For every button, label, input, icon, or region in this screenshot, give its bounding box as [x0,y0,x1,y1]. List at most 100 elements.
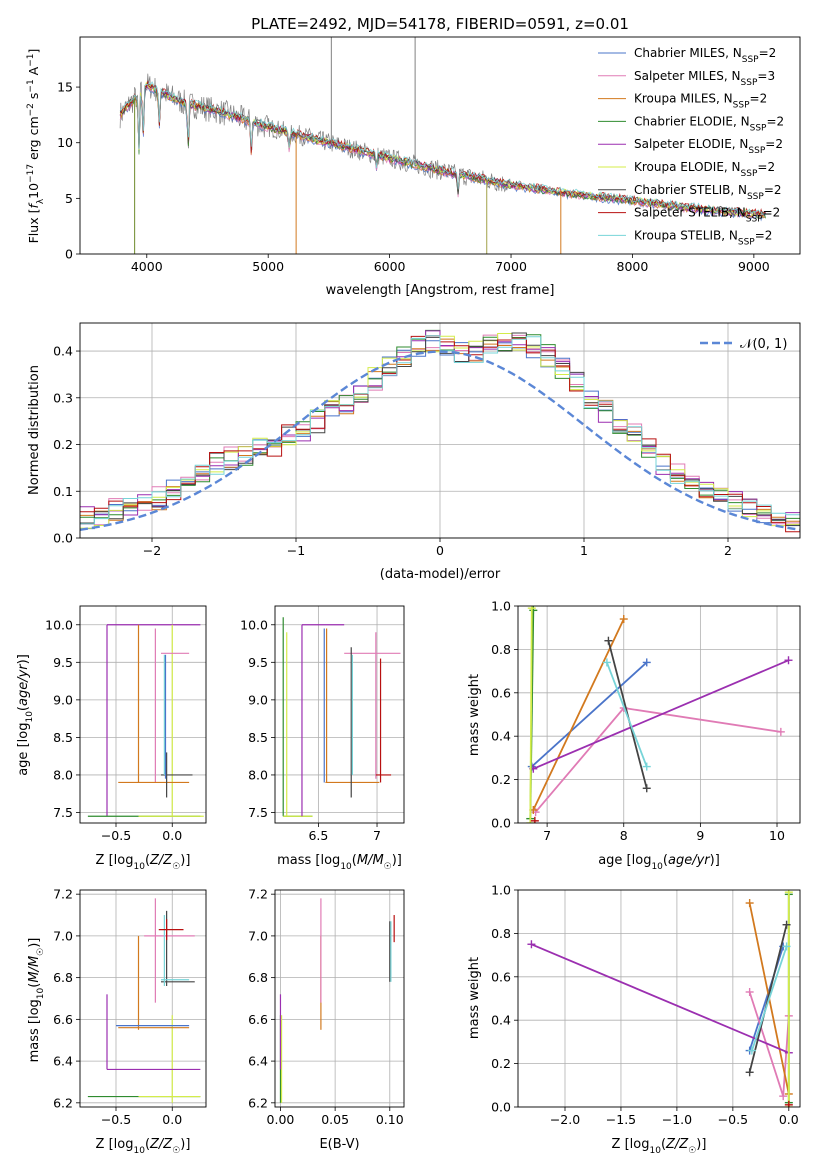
y-tick-label: 5 [65,191,73,206]
label-part: age [log [16,723,31,776]
label-part: Kroupa MILES, N [634,92,733,106]
plot-area [80,890,206,1107]
y-tick-label: 10 [57,135,73,150]
mass-vs-ebv-axes: 0.00 0.05 0.10 6.2 6.4 6.6 6.8 7.0 7.2 [248,887,405,1127]
x-tick-label: −2 [143,543,161,558]
y-axis-label: mass weight [467,957,482,1039]
y-tick-label: 6.6 [248,1012,268,1027]
label-part: Flux [ [26,209,41,244]
y-tick-label: 0.6 [491,969,511,984]
age-vs-Z-axes: −0.5 0.0 7.5 8.0 8.5 9.0 9.5 10.0 [45,605,207,843]
label-part: =2 [755,228,773,242]
axes-frame [79,889,207,1108]
weight-line [529,608,533,823]
label-part: )] [180,853,190,868]
label-part: age/yr [668,853,711,868]
label-part: )] [392,853,402,868]
label-part: SSP [741,169,758,179]
y-tick-label: 10.0 [240,617,268,632]
x-tick-label: 2 [724,543,732,558]
x-axis-label: E(B-V) [319,1137,359,1152]
x-tick-label: 7 [373,828,381,843]
x-tick-label: −2.0 [550,1112,580,1127]
x-tick-label: −1.0 [662,1112,692,1127]
y-tick-label: 0.8 [491,642,511,657]
y-tick-label: 0.4 [53,344,73,359]
label-part: )] [696,1137,706,1152]
label-part: SSP [746,215,763,225]
y-tick-label: 7.2 [53,887,73,902]
weight-vs-age-axes: 7 8 9 10 0.0 0.2 0.4 0.6 0.8 1.0 [491,599,801,843]
y-tick-label: 6.4 [53,1054,73,1069]
label-part: E(B-V) [319,1137,359,1152]
x-axis-label: wavelength [Angstrom, rest frame] [326,283,555,298]
legend-entry: Salpeter STELIB, NSSP=2 [634,206,780,225]
y-tick-label: 0.0 [491,1100,511,1115]
weight-line [532,659,789,770]
label-part: λ [36,198,46,204]
label-part: SSP [742,55,759,65]
plot-area [80,323,800,538]
y-tick-label: 0.2 [491,772,511,787]
label-part: Chabrier ELODIE, N [634,114,750,128]
y-tick-label: 10.0 [45,617,73,632]
label-part: ☉ [172,1146,180,1156]
x-axis-label: Z [log10(Z/Z☉)] [96,1137,191,1156]
y-tick-label: 0.2 [491,1056,511,1071]
label-part: mass [log [27,999,42,1062]
x-axis-label: (data-model)/error [380,567,501,582]
y-tick-label: 0.4 [491,1013,511,1028]
x-axis-label: Z [log10(Z/Z☉)] [96,853,191,872]
label-part: 10 [25,711,35,723]
x-tick-label: 1 [580,543,588,558]
y-tick-label: 8.0 [53,767,73,782]
y-axis-label: Normed distribution [27,365,42,495]
axes-frame [79,322,801,539]
y-tick-label: 7.5 [53,805,73,820]
weight-line [532,618,625,811]
label-part: −2 [26,103,36,116]
age-vs-mass-axes: 6.5 7 7.5 8.0 8.5 9.0 9.5 10.0 [240,605,405,843]
label-part: M/M [27,956,42,983]
weight-line [748,924,788,1073]
x-tick-label: 0.0 [162,828,182,843]
label-part: =2 [750,92,768,106]
y-tick-label: 7.0 [248,928,268,943]
plot-area [119,37,766,254]
label-part: SSP [738,237,755,247]
plot-area [275,890,404,1107]
label-part: =2 [764,183,782,197]
label-part: −1 [26,79,36,92]
label-part: )] [16,654,31,664]
y-axis-label: mass [log10(M/M☉)] [27,938,46,1063]
y-tick-label: 9.5 [53,655,73,670]
y-tick-label: 9.5 [248,655,268,670]
label-part: )] [180,1137,190,1152]
x-tick-label: 10 [769,828,785,843]
plot-area [80,606,206,823]
x-tick-label: −0.5 [101,828,131,843]
label-part: ] [26,49,41,54]
axes-frame [517,605,801,824]
label-part: ( [661,1137,666,1152]
label-part: Kroupa ELODIE, N [634,160,741,174]
y-tick-label: 8.0 [248,767,268,782]
label-part: ( [145,853,150,868]
weight-line [751,946,788,1051]
label-part: 10 [133,862,145,872]
x-tick-label: −1 [287,543,305,558]
axes-frame [274,605,405,824]
y-tick-label: 0.2 [53,437,73,452]
x-tick-label: 0 [436,543,444,558]
y-tick-label: 0.1 [53,484,73,499]
y-tick-label: 0.3 [53,390,73,405]
label-part: −1 [26,53,36,66]
label-part: age/yr [16,663,31,706]
x-axis-label: mass [log10(M/M☉)] [277,853,402,872]
label-part: SSP [733,101,750,111]
x-tick-label: 5000 [252,259,284,274]
y-tick-label: 9.0 [248,692,268,707]
weight-vs-Z-axes: −2.0 −1.5 −1.0 −0.5 0.0 0.0 0.2 0.4 0.6 0.8 1.0 [491,883,801,1127]
label-part: SSP [741,78,758,88]
